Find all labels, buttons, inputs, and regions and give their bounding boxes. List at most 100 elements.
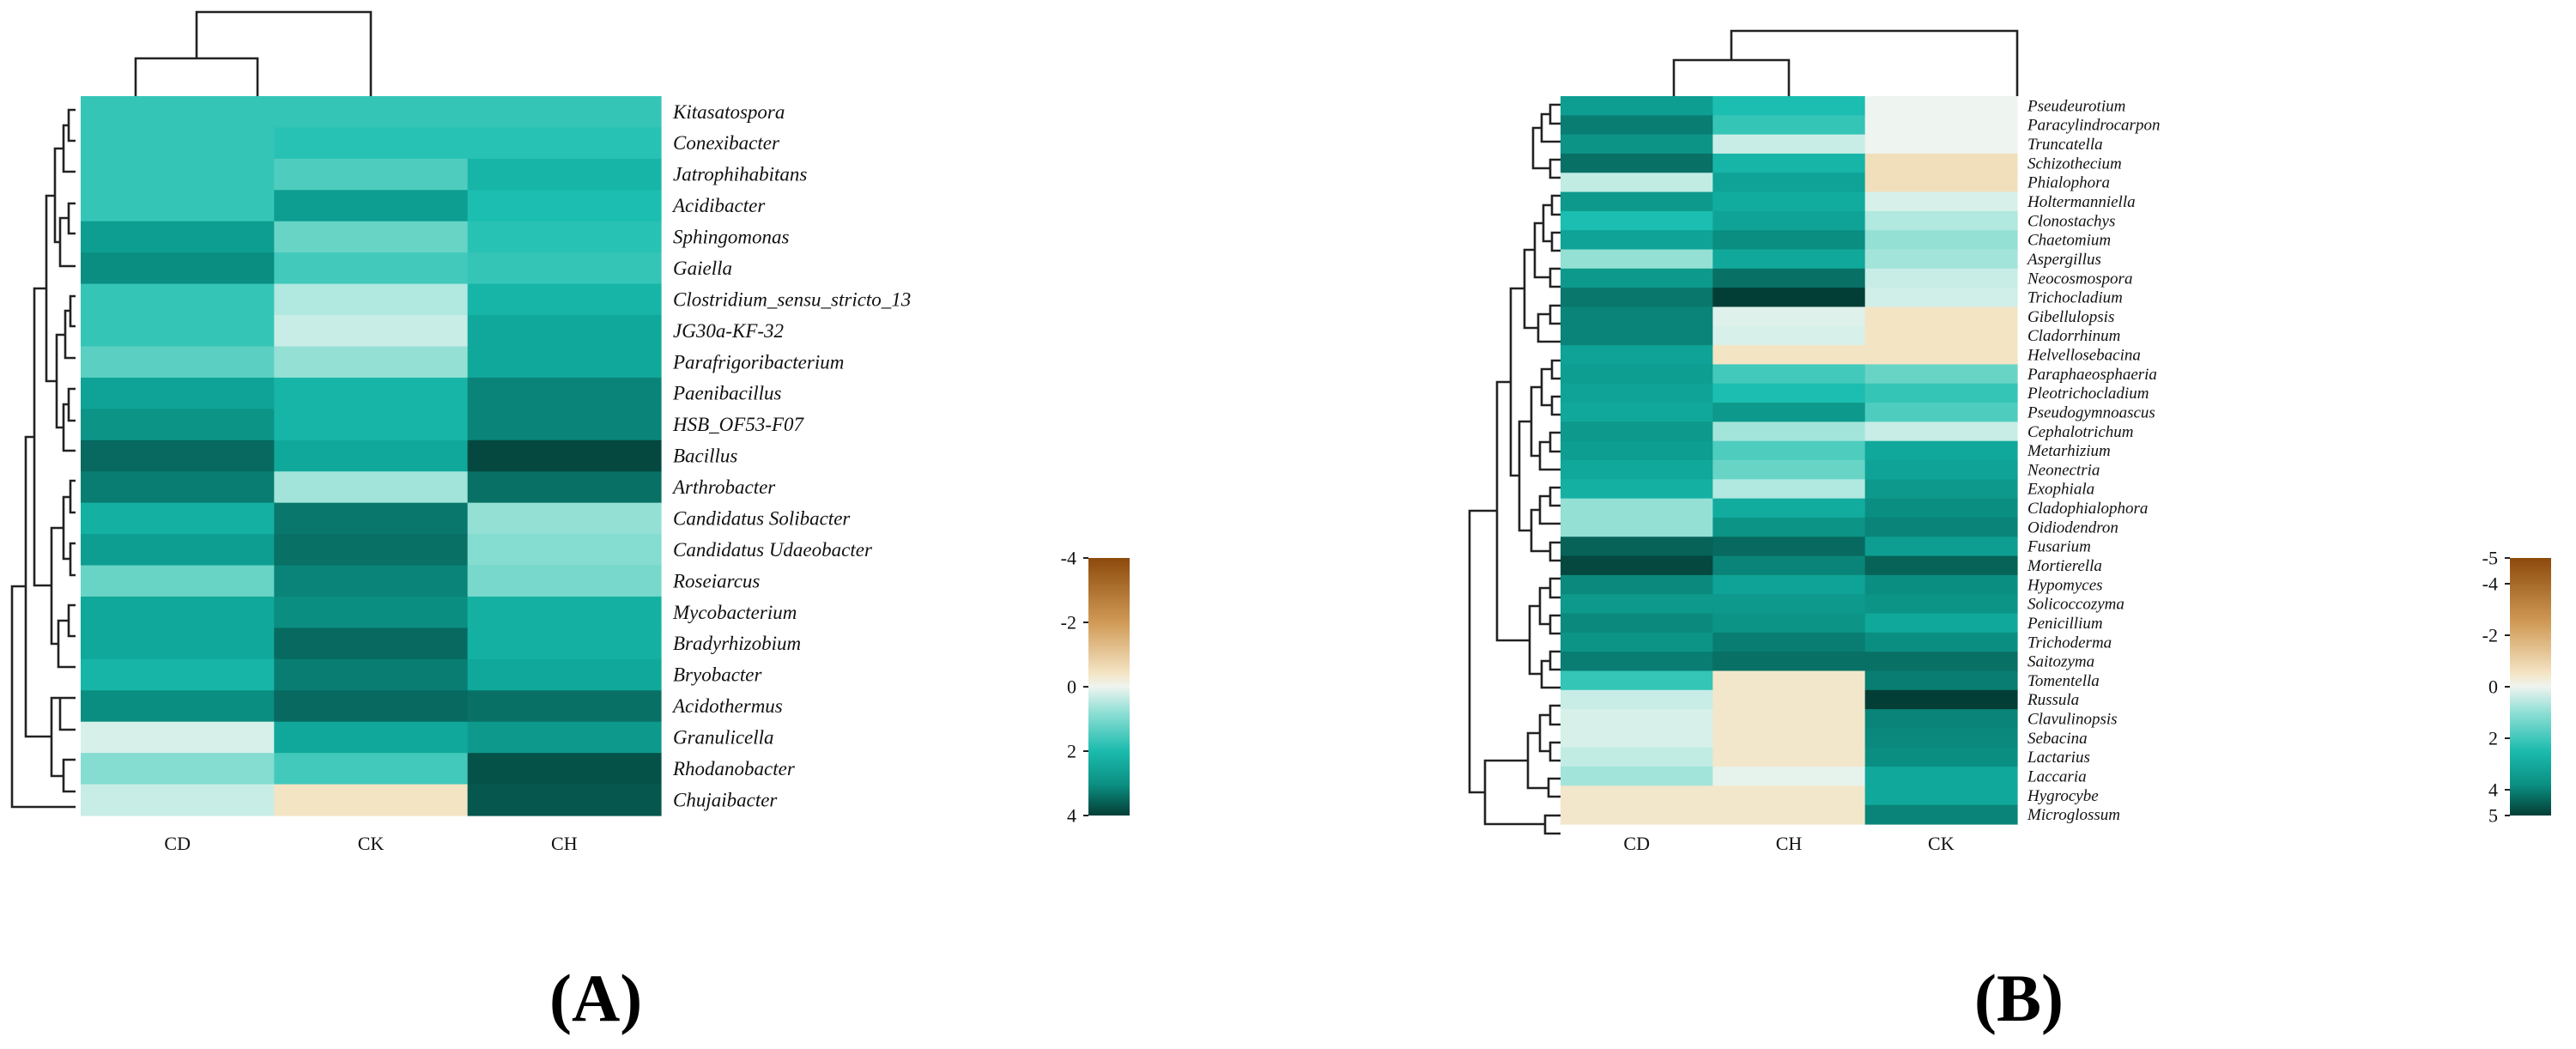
heatmap-cell [1864,268,2018,288]
colorbar-tick-label: -2 [2482,625,2498,646]
heatmap-b-column-labels: CD CH CK [1623,833,1954,854]
row-label: Neocosmospora [2027,270,2132,288]
heatmap-cell [467,252,662,285]
heatmap-cell [1712,652,1866,672]
row-label: Paraphaeosphaeria [2027,366,2157,384]
row-label: Oidiodendron [2027,518,2118,537]
heatmap-a-column-labels: CD CK CH [164,833,577,854]
heatmap-cell [1864,345,2018,366]
heatmap-cell [1712,709,1866,730]
heatmap-cell [1864,574,2018,595]
row-label: Holtermanniella [2027,193,2136,211]
row-label: Sphingomonas [673,227,790,248]
heatmap-cell [1561,191,1713,212]
heatmap-cell [1712,728,1866,749]
heatmap-cell [1561,804,1713,825]
heatmap-cell [1712,153,1866,173]
heatmap-cell [1864,173,2018,193]
heatmap-cell [1864,670,2018,691]
heatmap-cell [274,283,469,316]
row-label: Russula [2027,691,2079,709]
heatmap-cell [1864,421,2018,442]
heatmap-cell [1561,479,1713,500]
heatmap-cell [1864,134,2018,155]
row-label: Fusarium [2027,538,2091,556]
row-label: Schizothecium [2027,155,2122,173]
heatmap-cell [1712,498,1866,518]
heatmap-cell [1561,115,1713,136]
row-label: Chaetomium [2027,232,2111,250]
colorbar-tick-label: 2 [1067,741,1076,762]
heatmap-cell [1712,96,1866,116]
heatmap-cell [81,158,275,191]
row-label: Bradyrhizobium [673,633,801,654]
heatmap-cell [1864,785,2018,806]
heatmap-cell [81,315,275,348]
heatmap-cell [467,471,662,504]
heatmap-cell [1712,440,1866,461]
heatmap-cell [1712,288,1866,308]
row-label: Helvellosebacina [2027,347,2141,365]
row-label: Arthrobacter [671,476,776,498]
row-label: Candidatus Udaeobacter [673,539,873,561]
row-label: Clonostachys [2027,212,2115,230]
heatmap-cell [1864,153,2018,173]
colorbar-tick-label: 4 [2488,779,2498,801]
colorbar-tick-label: 4 [1067,805,1076,827]
heatmap-cell [1561,670,1713,691]
heatmap-cell [1864,230,2018,251]
heatmap-cell [467,409,662,441]
heatmap-b-row-dendrogram [1468,103,1561,835]
heatmap-cell [1712,537,1866,557]
row-label: Clostridium_sensu_stricto_13 [673,288,911,310]
heatmap-cell [1864,767,2018,786]
heatmap-panel-a: Kitasatospora Conexibacter Jatrophihabitan… [10,10,1130,854]
heatmap-cell [81,190,275,222]
heatmap-cell [1864,747,2018,767]
heatmap-cell [1561,173,1713,193]
heatmap-cell [1561,574,1713,595]
heatmap-cell [274,127,469,160]
row-label: Parafrigoribacterium [672,351,844,373]
heatmap-cell [1864,96,2018,116]
heatmap-cell [467,315,662,348]
heatmap-cell [274,658,469,691]
heatmap-cell [81,502,275,535]
heatmap-cell [467,596,662,628]
heatmap-cell [467,565,662,597]
heatmap-cell [1561,652,1713,672]
row-label: Trichoderma [2027,634,2112,652]
heatmap-cell [467,158,662,191]
row-label: Lactarius [2027,749,2090,767]
heatmap-cell [1561,421,1713,442]
heatmap-cell [1712,594,1866,615]
heatmap-cell [1561,249,1713,270]
heatmap-cell [1712,383,1866,403]
column-label: CH [1776,833,1803,854]
heatmap-cell [274,190,469,222]
row-label: HSB_OF53-F07 [672,414,805,435]
heatmap-cell [1712,804,1866,825]
row-label: Mortierella [2027,557,2102,575]
heatmap-cell [1864,555,2018,576]
heatmap-cell [1864,115,2018,136]
row-label: Pseudogymnoascus [2027,404,2155,422]
heatmap-cell [1561,96,1713,116]
heatmap-cell [467,346,662,379]
heatmap-cell [1561,537,1713,557]
colorbar-tick-label: 0 [1067,676,1076,698]
row-label: Laccaria [2027,768,2087,786]
column-label: CD [1623,833,1650,854]
heatmap-cell [274,252,469,285]
heatmap-cell [1712,173,1866,193]
row-label: Hygrocybe [2027,787,2099,805]
row-label: Jatrophihabitans [673,164,807,185]
row-label: Truncatella [2027,136,2103,154]
heatmap-b-colorbar: -5 -4 -2 0 2 4 5 [2482,548,2551,827]
heatmap-cell [467,753,662,785]
heatmap-cell [1561,230,1713,251]
heatmap-cell [274,346,469,379]
row-label: Chujaibacter [673,789,778,810]
heatmap-cell [467,127,662,160]
